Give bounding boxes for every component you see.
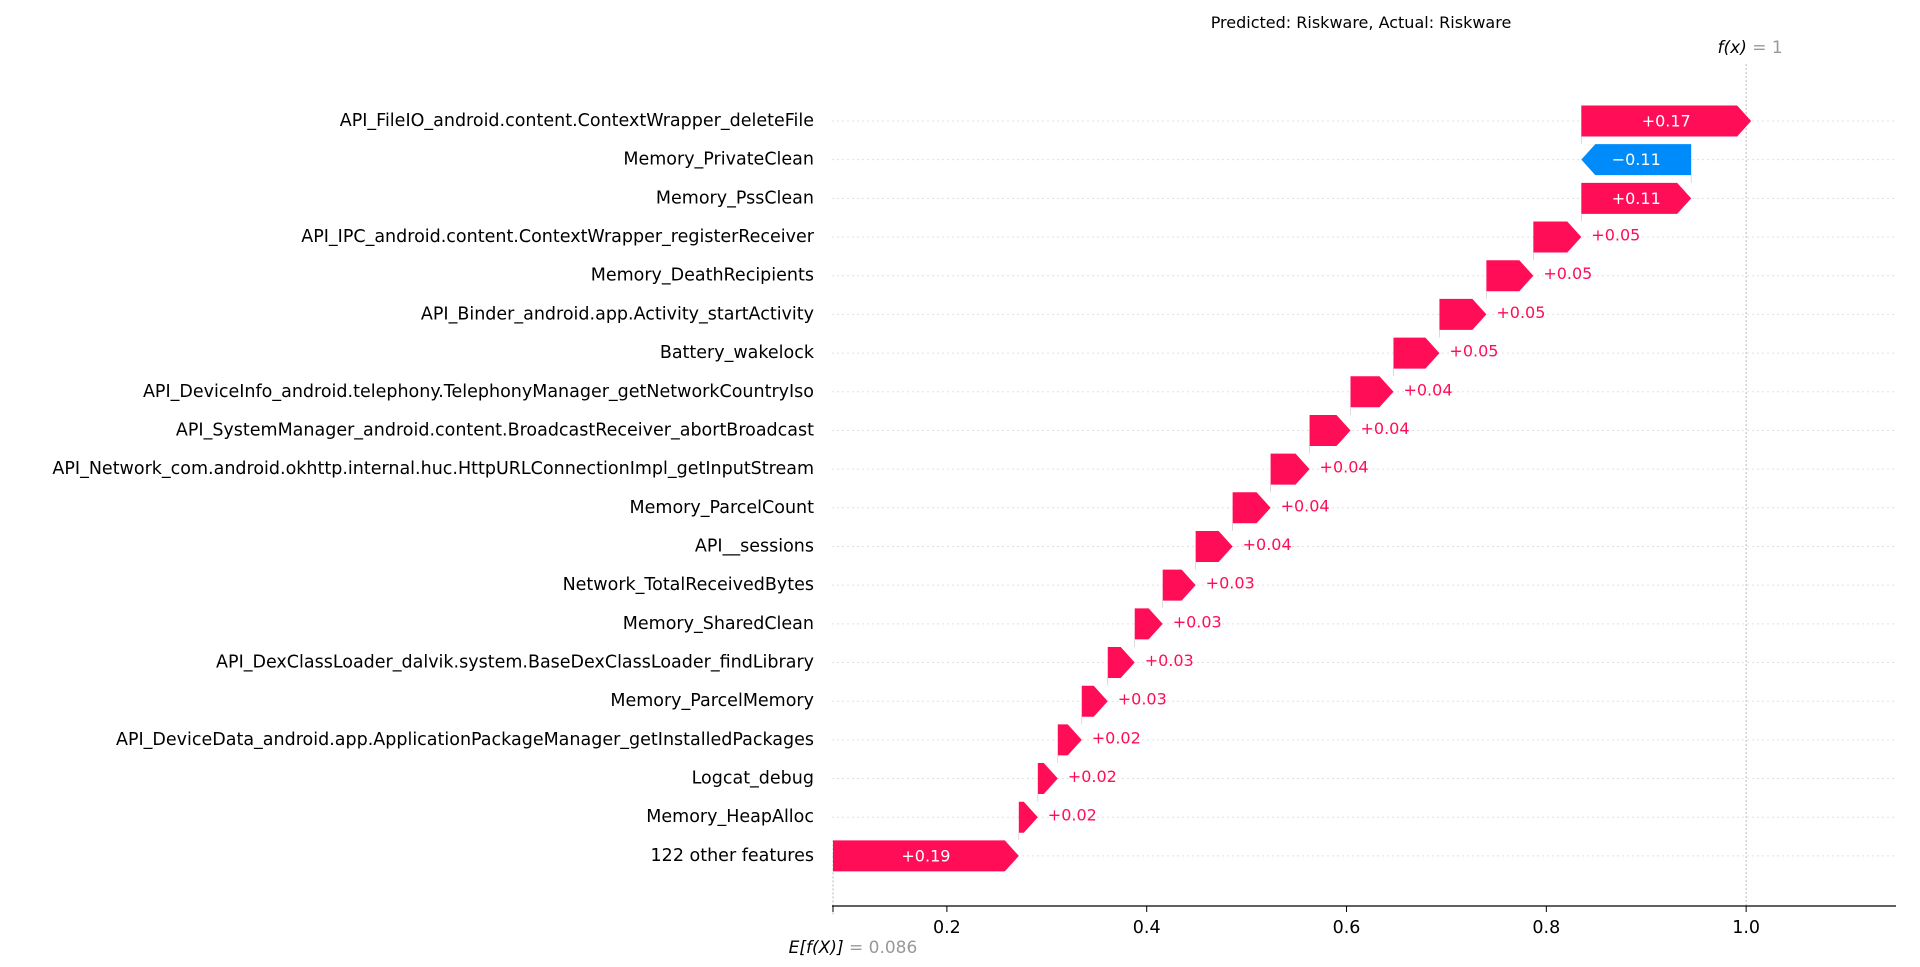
feature-name: Battery_wakelock (660, 343, 815, 363)
feature-name: API_DexClassLoader_dalvik.system.BaseDex… (216, 653, 814, 673)
feature-name: API_DeviceInfo_android.telephony.Telepho… (143, 382, 814, 402)
x-tick-label: 0.2 (933, 918, 961, 938)
feature-name: API_DeviceData_android.app.ApplicationPa… (116, 730, 814, 750)
bar-value-label: +0.05 (1591, 226, 1640, 245)
final-value-math: f(x) (1718, 38, 1747, 58)
bar-3 (1581, 182, 1692, 214)
bar-2 (1581, 144, 1692, 176)
feature-name: Memory_SharedClean (623, 614, 814, 634)
feature-name: Memory_PrivateClean (623, 150, 814, 170)
chart-title: Predicted: Riskware, Actual: Riskware (1211, 13, 1512, 32)
x-tick-label: 0.6 (1333, 918, 1361, 938)
row-gridlines (832, 120, 1896, 857)
x-tick-label: 1.0 (1732, 918, 1760, 938)
bar-12 (1195, 530, 1233, 562)
base-value-annotation: E[f(X)] = 0.086 (789, 938, 918, 958)
feature-name: API__sessions (695, 536, 814, 556)
bar-1 (1581, 105, 1752, 137)
feature-name: API_FileIO_android.content.ContextWrappe… (340, 111, 814, 131)
bar-value-label: +0.04 (1403, 380, 1452, 399)
base-value-number: = 0.086 (844, 938, 918, 958)
bars (832, 105, 1752, 872)
feature-name: Memory_ParcelMemory (610, 691, 814, 711)
x-axis: 0.2 0.4 0.6 0.8 1.0 (832, 905, 1896, 938)
bar-4 (1533, 221, 1582, 253)
bar-14 (1134, 608, 1163, 640)
bar-value-label: +0.17 (1642, 112, 1691, 131)
feature-name: Memory_ParcelCount (630, 498, 815, 518)
bar-18 (1037, 763, 1058, 795)
bar-7 (1393, 337, 1440, 369)
bar-value-label: +0.05 (1496, 303, 1545, 322)
bar-11 (1232, 492, 1271, 524)
bar-value-label: +0.04 (1320, 458, 1369, 477)
bar-19 (1018, 801, 1038, 833)
bar-value-label: +0.11 (1612, 189, 1661, 208)
bar-17 (1057, 724, 1082, 756)
bar-value-label: +0.04 (1281, 496, 1330, 515)
x-tick-label: 0.8 (1532, 918, 1560, 938)
bar-value-label: +0.02 (1068, 767, 1117, 786)
bar-value-label: +0.05 (1543, 264, 1592, 283)
bar-16 (1081, 685, 1108, 717)
bar-15 (1107, 647, 1135, 679)
base-value-math: E[f(X)] (789, 938, 844, 958)
bar-5 (1486, 260, 1534, 292)
bar-value-label: −0.11 (1612, 150, 1661, 169)
feature-labels: +0.17 API_FileIO_android.content.ContextW… (52, 111, 1690, 866)
bar-6 (1439, 298, 1487, 330)
feature-name: Memory_HeapAlloc (646, 807, 814, 827)
final-value-annotation: f(x) = 1 (1718, 38, 1783, 58)
final-value-number: = 1 (1747, 38, 1783, 58)
feature-name: API_Binder_android.app.Activity_startAct… (421, 304, 814, 324)
bar-10 (1270, 453, 1310, 485)
bar-value-label: +0.03 (1118, 690, 1167, 709)
bar-value-label: +0.03 (1145, 651, 1194, 670)
bar-value-label: +0.05 (1449, 342, 1498, 361)
bar-8 (1350, 376, 1394, 408)
bar-20 (832, 840, 1019, 872)
bar-value-label: +0.02 (1048, 806, 1097, 825)
bar-value-label: +0.03 (1173, 612, 1222, 631)
x-tick-label: 0.4 (1133, 918, 1161, 938)
bar-value-label: +0.04 (1361, 419, 1410, 438)
feature-name: API_IPC_android.content.ContextWrapper_r… (301, 227, 815, 247)
bar-value-label: +0.03 (1206, 574, 1255, 593)
bar-value-label: +0.04 (1243, 535, 1292, 554)
feature-name: Memory_DeathRecipients (591, 266, 814, 286)
feature-name: 122 other features (651, 846, 814, 866)
feature-name: API_Network_com.android.okhttp.internal.… (52, 459, 814, 479)
feature-name: Network_TotalReceivedBytes (563, 575, 814, 595)
feature-name: Logcat_debug (692, 769, 814, 789)
feature-name: Memory_PssClean (656, 188, 814, 208)
feature-name: API_SystemManager_android.content.Broadc… (176, 420, 814, 440)
bar-value-label: +0.02 (1092, 728, 1141, 747)
bar-13 (1162, 569, 1196, 601)
bar-9 (1309, 414, 1351, 446)
bar-value-label: +0.19 (901, 846, 950, 865)
